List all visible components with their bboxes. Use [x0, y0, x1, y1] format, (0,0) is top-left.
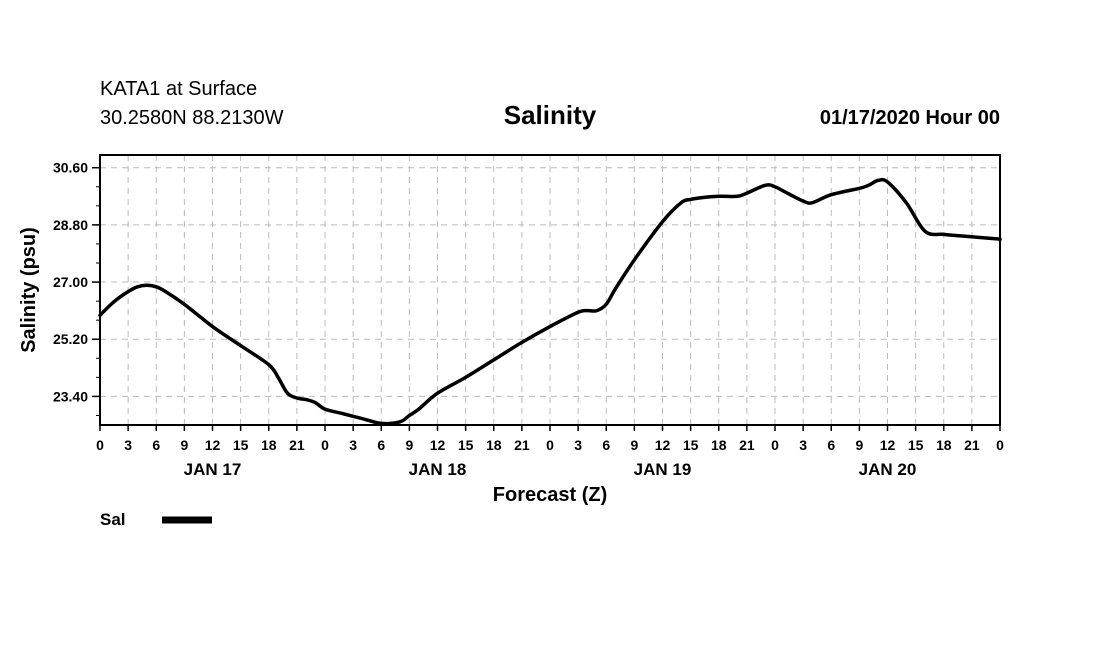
x-tick-label: 0: [96, 437, 104, 453]
grid-lines: [100, 155, 1000, 425]
day-label: JAN 19: [634, 460, 692, 479]
station-label: KATA1 at Surface: [100, 78, 257, 100]
x-tick-label: 0: [996, 437, 1004, 453]
day-label: JAN 17: [184, 460, 242, 479]
x-tick-label: 0: [771, 437, 779, 453]
legend: Sal: [100, 510, 212, 529]
day-label: JAN 18: [409, 460, 467, 479]
x-tick-label: 6: [152, 437, 160, 453]
x-axis-label: Forecast (Z): [493, 484, 607, 506]
x-tick-label: 6: [377, 437, 385, 453]
x-tick-label: 12: [655, 437, 671, 453]
x-tick-label: 15: [233, 437, 249, 453]
x-tick-label: 9: [630, 437, 638, 453]
x-tick-label: 6: [602, 437, 610, 453]
x-axis-ticks: 0 3 6 9 12 15 18 21 0 3 6 9 12 15 18 21 0 3 6 9 12 15 18 21 0 3 6 9…: [96, 425, 1004, 453]
x-tick-label: 3: [124, 437, 132, 453]
day-label: JAN 20: [859, 460, 917, 479]
chart-title: Salinity: [504, 100, 597, 130]
x-tick-label: 21: [289, 437, 305, 453]
x-tick-label: 3: [349, 437, 357, 453]
series-group: [98, 177, 1002, 426]
x-tick-label: 9: [855, 437, 863, 453]
y-tick-label: 25.20: [53, 331, 88, 347]
x-tick-label: 18: [936, 437, 952, 453]
x-tick-label: 21: [964, 437, 980, 453]
location-label: 30.2580N 88.2130W: [100, 107, 284, 129]
x-tick-label: 9: [180, 437, 188, 453]
x-tick-label: 15: [458, 437, 474, 453]
x-tick-label: 12: [205, 437, 221, 453]
day-labels: JAN 17 JAN 18 JAN 19 JAN 20: [184, 460, 917, 479]
x-tick-label: 18: [261, 437, 277, 453]
x-tick-label: 0: [321, 437, 329, 453]
y-tick-label: 30.60: [53, 160, 88, 176]
x-tick-label: 15: [683, 437, 699, 453]
x-tick-label: 21: [739, 437, 755, 453]
y-tick-label: 28.80: [53, 217, 88, 233]
x-tick-label: 21: [514, 437, 530, 453]
x-tick-label: 6: [827, 437, 835, 453]
timestamp-label: 01/17/2020 Hour 00: [820, 107, 1000, 129]
x-tick-label: 12: [880, 437, 896, 453]
x-tick-label: 9: [405, 437, 413, 453]
series-line-sal: [98, 177, 1002, 426]
x-tick-label: 15: [908, 437, 924, 453]
x-tick-label: 18: [486, 437, 502, 453]
x-tick-label: 12: [430, 437, 446, 453]
legend-label: Sal: [100, 510, 126, 529]
x-tick-label: 0: [546, 437, 554, 453]
x-tick-label: 3: [799, 437, 807, 453]
x-tick-label: 3: [574, 437, 582, 453]
y-tick-label: 27.00: [53, 274, 88, 290]
y-tick-label: 23.40: [53, 388, 88, 404]
y-axis-ticks: 23.40 25.20 27.00 28.80 30.60: [53, 160, 100, 416]
y-axis-label: Salinity (psu): [18, 227, 40, 353]
x-tick-label: 18: [711, 437, 727, 453]
